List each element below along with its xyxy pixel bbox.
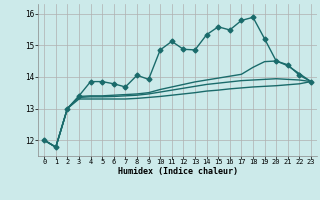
- X-axis label: Humidex (Indice chaleur): Humidex (Indice chaleur): [118, 167, 238, 176]
